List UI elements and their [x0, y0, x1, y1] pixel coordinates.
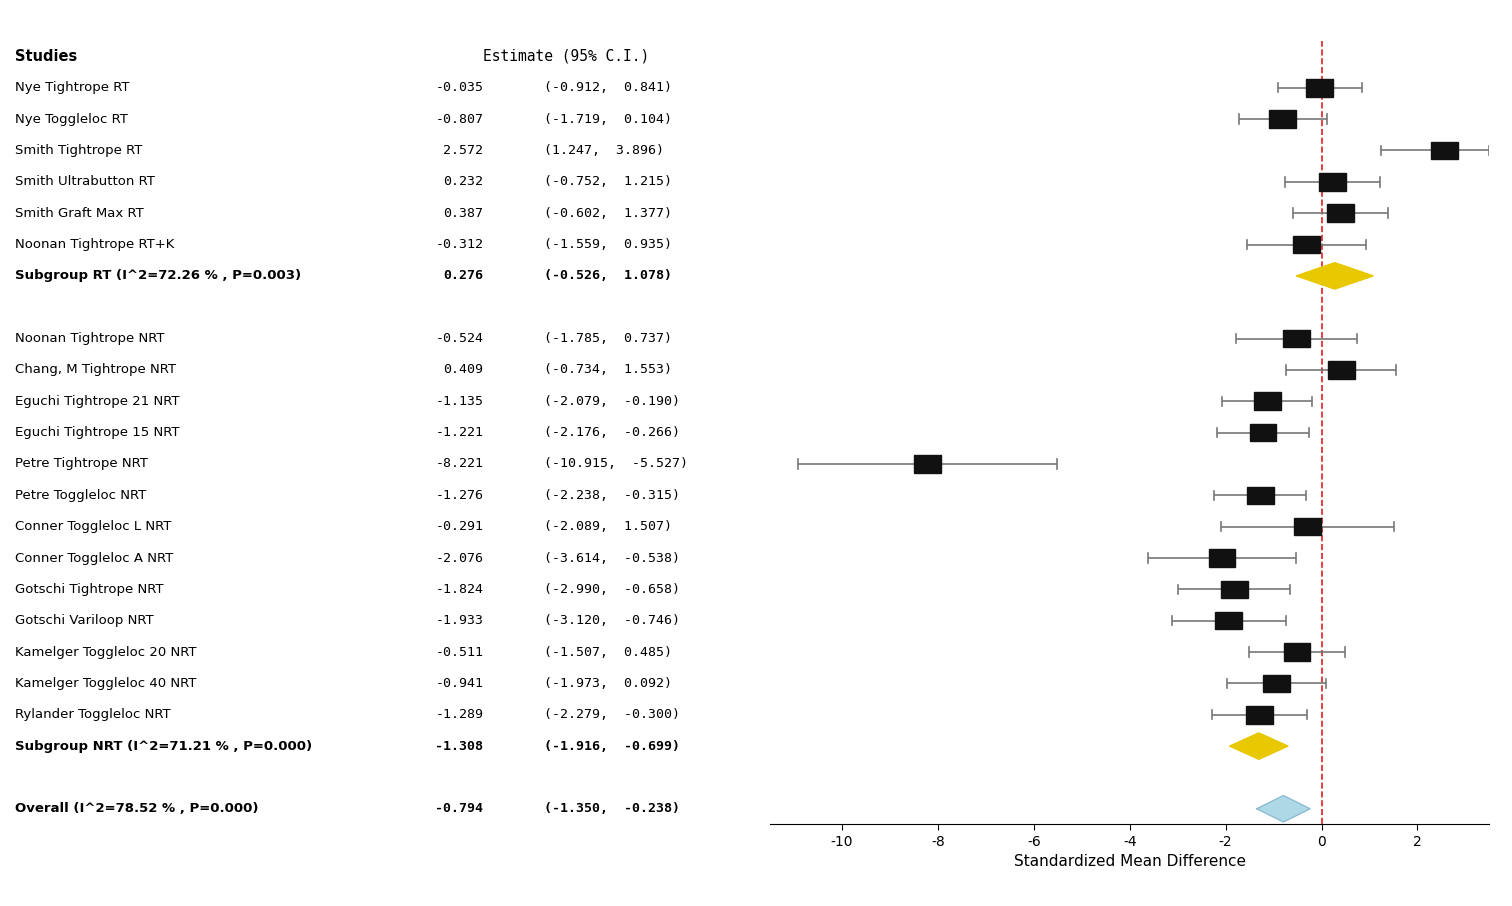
- Text: (-10.915,  -5.527): (-10.915, -5.527): [544, 458, 688, 470]
- Text: Smith Graft Max RT: Smith Graft Max RT: [15, 207, 144, 219]
- FancyBboxPatch shape: [1270, 111, 1296, 128]
- FancyBboxPatch shape: [1326, 205, 1353, 222]
- Text: -8.221: -8.221: [435, 458, 484, 470]
- FancyBboxPatch shape: [1249, 424, 1276, 441]
- Text: -2.076: -2.076: [435, 552, 484, 564]
- FancyBboxPatch shape: [1253, 392, 1281, 410]
- Text: Kamelger Toggleloc 40 NRT: Kamelger Toggleloc 40 NRT: [15, 677, 197, 689]
- Text: (-0.912,  0.841): (-0.912, 0.841): [544, 82, 671, 94]
- FancyBboxPatch shape: [1216, 612, 1243, 630]
- Text: (-2.089,  1.507): (-2.089, 1.507): [544, 520, 671, 533]
- Text: (-2.990,  -0.658): (-2.990, -0.658): [544, 583, 680, 596]
- Text: Petre Toggleloc NRT: Petre Toggleloc NRT: [15, 489, 147, 502]
- Text: -0.312: -0.312: [435, 238, 484, 251]
- Text: 0.387: 0.387: [443, 207, 484, 219]
- Text: Subgroup RT (I^2=72.26 % , P=0.003): Subgroup RT (I^2=72.26 % , P=0.003): [15, 269, 301, 283]
- Text: (-1.785,  0.737): (-1.785, 0.737): [544, 333, 671, 345]
- FancyBboxPatch shape: [1293, 236, 1320, 254]
- Text: Eguchi Tightrope 15 NRT: Eguchi Tightrope 15 NRT: [15, 426, 180, 439]
- Text: -1.824: -1.824: [435, 583, 484, 596]
- FancyBboxPatch shape: [913, 455, 940, 473]
- Text: 0.409: 0.409: [443, 363, 484, 376]
- Text: Smith Ultrabutton RT: Smith Ultrabutton RT: [15, 176, 156, 188]
- Text: -0.511: -0.511: [435, 646, 484, 659]
- Text: -1.933: -1.933: [435, 614, 484, 627]
- Text: Kamelger Toggleloc 20 NRT: Kamelger Toggleloc 20 NRT: [15, 646, 197, 659]
- FancyBboxPatch shape: [1306, 79, 1334, 97]
- FancyBboxPatch shape: [1432, 141, 1458, 159]
- Text: -0.941: -0.941: [435, 677, 484, 689]
- Text: Estimate (95% C.I.): Estimate (95% C.I.): [484, 49, 650, 64]
- FancyBboxPatch shape: [1328, 361, 1355, 379]
- Text: -1.276: -1.276: [435, 489, 484, 502]
- Text: Petre Tightrope NRT: Petre Tightrope NRT: [15, 458, 148, 470]
- Text: (-0.752,  1.215): (-0.752, 1.215): [544, 176, 671, 188]
- Text: (-0.526,  1.078): (-0.526, 1.078): [544, 269, 671, 283]
- Text: (-0.734,  1.553): (-0.734, 1.553): [544, 363, 671, 376]
- Text: -1.289: -1.289: [435, 708, 484, 721]
- Text: Smith Tightrope RT: Smith Tightrope RT: [15, 144, 142, 157]
- FancyBboxPatch shape: [1247, 487, 1273, 504]
- Text: 2.572: 2.572: [443, 144, 484, 157]
- Text: (1.247,  3.896): (1.247, 3.896): [544, 144, 664, 157]
- Text: -0.524: -0.524: [435, 333, 484, 345]
- Text: 0.276: 0.276: [443, 269, 484, 283]
- Text: (-1.973,  0.092): (-1.973, 0.092): [544, 677, 671, 689]
- FancyBboxPatch shape: [1284, 330, 1309, 347]
- Text: (-1.916,  -0.699): (-1.916, -0.699): [544, 739, 680, 753]
- Polygon shape: [1296, 263, 1373, 289]
- Text: Chang, M Tightrope NRT: Chang, M Tightrope NRT: [15, 363, 175, 376]
- Text: -0.291: -0.291: [435, 520, 484, 533]
- Text: Conner Toggleloc A NRT: Conner Toggleloc A NRT: [15, 552, 174, 564]
- Polygon shape: [1256, 795, 1309, 822]
- Text: (-2.176,  -0.266): (-2.176, -0.266): [544, 426, 680, 439]
- Text: Noonan Tightrope NRT: Noonan Tightrope NRT: [15, 333, 165, 345]
- Text: Nye Toggleloc RT: Nye Toggleloc RT: [15, 112, 129, 126]
- Text: Eguchi Tightrope 21 NRT: Eguchi Tightrope 21 NRT: [15, 395, 180, 408]
- Text: (-2.079,  -0.190): (-2.079, -0.190): [544, 395, 680, 408]
- FancyBboxPatch shape: [1220, 581, 1247, 598]
- Text: Subgroup NRT (I^2=71.21 % , P=0.000): Subgroup NRT (I^2=71.21 % , P=0.000): [15, 739, 313, 753]
- Text: 0.232: 0.232: [443, 176, 484, 188]
- Text: (-1.350,  -0.238): (-1.350, -0.238): [544, 803, 680, 815]
- Text: Overall (I^2=78.52 % , P=0.000): Overall (I^2=78.52 % , P=0.000): [15, 803, 259, 815]
- Text: (-1.559,  0.935): (-1.559, 0.935): [544, 238, 671, 251]
- Text: -0.035: -0.035: [435, 82, 484, 94]
- Text: -0.807: -0.807: [435, 112, 484, 126]
- Text: Nye Tightrope RT: Nye Tightrope RT: [15, 82, 130, 94]
- Text: Gotschi Tightrope NRT: Gotschi Tightrope NRT: [15, 583, 163, 596]
- Text: (-3.614,  -0.538): (-3.614, -0.538): [544, 552, 680, 564]
- X-axis label: Standardized Mean Difference: Standardized Mean Difference: [1013, 854, 1246, 870]
- FancyBboxPatch shape: [1246, 706, 1273, 724]
- FancyBboxPatch shape: [1263, 675, 1290, 692]
- Text: Rylander Toggleloc NRT: Rylander Toggleloc NRT: [15, 708, 171, 721]
- Text: -0.794: -0.794: [435, 803, 484, 815]
- Text: Noonan Tightrope RT+K: Noonan Tightrope RT+K: [15, 238, 174, 251]
- Text: Studies: Studies: [15, 49, 77, 64]
- FancyBboxPatch shape: [1208, 549, 1235, 567]
- FancyBboxPatch shape: [1294, 518, 1321, 535]
- Polygon shape: [1229, 733, 1288, 759]
- FancyBboxPatch shape: [1320, 173, 1346, 190]
- Text: (-3.120,  -0.746): (-3.120, -0.746): [544, 614, 680, 627]
- Text: -1.135: -1.135: [435, 395, 484, 408]
- Text: -1.221: -1.221: [435, 426, 484, 439]
- Text: (-0.602,  1.377): (-0.602, 1.377): [544, 207, 671, 219]
- Text: -1.308: -1.308: [435, 739, 484, 753]
- Text: (-1.719,  0.104): (-1.719, 0.104): [544, 112, 671, 126]
- Text: Conner Toggleloc L NRT: Conner Toggleloc L NRT: [15, 520, 171, 533]
- Text: (-2.238,  -0.315): (-2.238, -0.315): [544, 489, 680, 502]
- Text: Gotschi Variloop NRT: Gotschi Variloop NRT: [15, 614, 154, 627]
- Text: (-1.507,  0.485): (-1.507, 0.485): [544, 646, 671, 659]
- FancyBboxPatch shape: [1284, 643, 1311, 660]
- Text: (-2.279,  -0.300): (-2.279, -0.300): [544, 708, 680, 721]
